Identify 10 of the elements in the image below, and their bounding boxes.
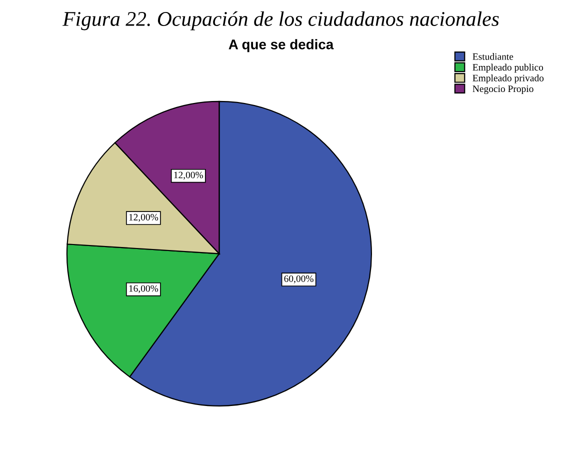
legend-label: Estudiante	[472, 53, 514, 60]
legend-label: Negocio Propio	[472, 86, 534, 94]
legend-label: Empleado publico	[472, 64, 544, 73]
data-label: 12,00%	[174, 172, 204, 180]
legend-label: Empleado privado	[472, 74, 544, 84]
data-label: 16,00%	[129, 285, 158, 294]
data-label: 12,00%	[129, 214, 158, 222]
chart-subtitle: A que se dedica	[228, 39, 334, 52]
chart-title: Figura 22. Ocupación de los ciudadanos nacionales	[62, 11, 499, 30]
data-label: 60,00%	[284, 275, 314, 284]
